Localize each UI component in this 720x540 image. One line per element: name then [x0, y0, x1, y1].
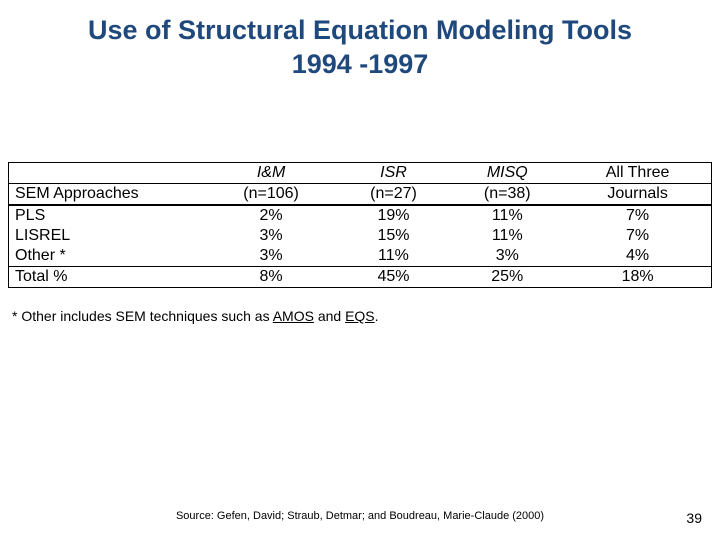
- cell: 45%: [337, 267, 451, 288]
- cell: 15%: [337, 226, 451, 246]
- row-label: LISREL: [9, 226, 206, 246]
- slide-title: Use of Structural Equation Modeling Tool…: [0, 0, 720, 82]
- cell: 7%: [564, 205, 711, 226]
- header-blank: [9, 163, 206, 184]
- page-number: 39: [686, 510, 702, 526]
- cell: 3%: [206, 246, 337, 267]
- row-label: PLS: [9, 205, 206, 226]
- total-label: Total %: [9, 267, 206, 288]
- col-header-3b: (n=38): [450, 184, 564, 206]
- row-label: Other *: [9, 246, 206, 267]
- title-line-1: Use of Structural Equation Modeling Tool…: [88, 15, 632, 45]
- table-footnote: * Other includes SEM techniques such as …: [10, 302, 381, 324]
- col-header-1b: (n=106): [206, 184, 337, 206]
- cell: 11%: [450, 226, 564, 246]
- cell: 11%: [450, 205, 564, 226]
- table-row: PLS 2% 19% 11% 7%: [9, 205, 711, 226]
- sem-table-container: I&M ISR MISQ All Three SEM Approaches (n…: [8, 162, 712, 288]
- cell: 25%: [450, 267, 564, 288]
- cell: 19%: [337, 205, 451, 226]
- cell: 18%: [564, 267, 711, 288]
- col-header-3a: MISQ: [450, 163, 564, 184]
- col-header-4a: All Three: [564, 163, 711, 184]
- cell: 4%: [564, 246, 711, 267]
- cell: 3%: [206, 226, 337, 246]
- cell: 2%: [206, 205, 337, 226]
- source-citation: Source: Gefen, David; Straub, Detmar; an…: [0, 510, 720, 522]
- table-row: LISREL 3% 15% 11% 7%: [9, 226, 711, 246]
- cell: 8%: [206, 267, 337, 288]
- col-header-4b: Journals: [564, 184, 711, 206]
- table-total-row: Total % 8% 45% 25% 18%: [9, 267, 711, 288]
- title-line-2: 1994 -1997: [292, 49, 429, 79]
- cell: 7%: [564, 226, 711, 246]
- header-approaches: SEM Approaches: [9, 184, 206, 206]
- col-header-2b: (n=27): [337, 184, 451, 206]
- table-row: Other * 3% 11% 3% 4%: [9, 246, 711, 267]
- col-header-1a: I&M: [206, 163, 337, 184]
- col-header-2a: ISR: [337, 163, 451, 184]
- cell: 3%: [450, 246, 564, 267]
- sem-table: I&M ISR MISQ All Three SEM Approaches (n…: [9, 163, 711, 287]
- cell: 11%: [337, 246, 451, 267]
